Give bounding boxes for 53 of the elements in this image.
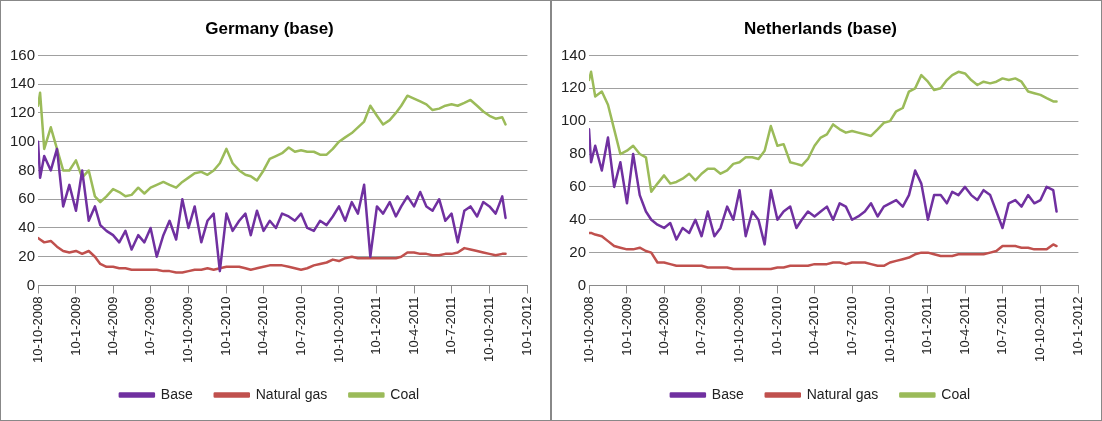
y-tick-label: 20 [18, 246, 36, 264]
y-tick-label: 120 [561, 78, 587, 96]
x-tick-label: 10-10-2008 [580, 296, 596, 363]
x-tick-label: 10-4-2010 [255, 296, 271, 356]
x-tick-label: 10-10-2009 [180, 296, 196, 363]
y-tick-label: 0 [26, 275, 36, 293]
legend-label: Base [160, 385, 193, 402]
y-tick-label: 60 [569, 177, 587, 195]
x-tick-label: 10-4-2011 [405, 296, 421, 355]
legend-label: Natural gas [806, 385, 879, 402]
x-tick-label: 10-1-2011 [368, 296, 384, 355]
x-tick-label: 10-1-2012 [518, 296, 534, 356]
y-tick-label: 0 [577, 275, 587, 293]
x-tick-label: 10-1-2010 [769, 296, 785, 356]
y-tick-label: 120 [10, 103, 36, 121]
x-tick-label: 10-7-2011 [994, 296, 1010, 355]
x-tick-label: 10-1-2011 [919, 296, 935, 355]
y-tick-label: 160 [10, 45, 36, 63]
x-tick-label: 10-1-2009 [618, 296, 634, 356]
legend-label: Natural gas [255, 385, 328, 402]
x-tick-label: 10-7-2009 [142, 296, 158, 356]
legend-label: Coal [941, 385, 971, 402]
x-tick-label: 10-10-2010 [330, 296, 346, 363]
y-tick-label: 40 [569, 209, 587, 227]
chart-title: Germany (base) [205, 18, 334, 38]
y-tick-label: 80 [569, 144, 587, 162]
x-tick-label: 10-1-2009 [67, 296, 83, 356]
y-tick-label: 100 [10, 131, 36, 149]
y-tick-label: 140 [561, 45, 587, 63]
x-tick-label: 10-10-2008 [29, 296, 45, 363]
y-tick-label: 140 [10, 74, 36, 92]
legend-label: Coal [390, 385, 420, 402]
y-tick-label: 60 [18, 189, 36, 207]
x-tick-label: 10-10-2011 [481, 296, 497, 363]
x-tick-label: 10-4-2009 [655, 296, 671, 356]
x-tick-label: 10-10-2009 [731, 296, 747, 363]
x-tick-label: 10-4-2010 [806, 296, 822, 356]
x-tick-label: 10-4-2011 [956, 296, 972, 355]
y-tick-label: 20 [569, 242, 587, 260]
x-tick-label: 10-7-2011 [443, 296, 459, 355]
x-tick-label: 10-10-2010 [881, 296, 897, 363]
x-tick-label: 10-4-2009 [104, 296, 120, 356]
x-tick-label: 10-10-2011 [1032, 296, 1048, 363]
y-tick-label: 80 [18, 160, 36, 178]
chart-title: Netherlands (base) [743, 18, 898, 38]
x-tick-label: 10-1-2010 [218, 296, 234, 356]
x-tick-label: 10-1-2012 [1069, 296, 1085, 356]
x-tick-label: 10-7-2010 [292, 296, 308, 356]
y-tick-label: 40 [18, 218, 36, 236]
legend-label: Base [711, 385, 744, 402]
x-tick-label: 10-7-2010 [843, 296, 859, 356]
x-tick-label: 10-7-2009 [693, 296, 709, 356]
y-tick-label: 100 [561, 111, 587, 129]
